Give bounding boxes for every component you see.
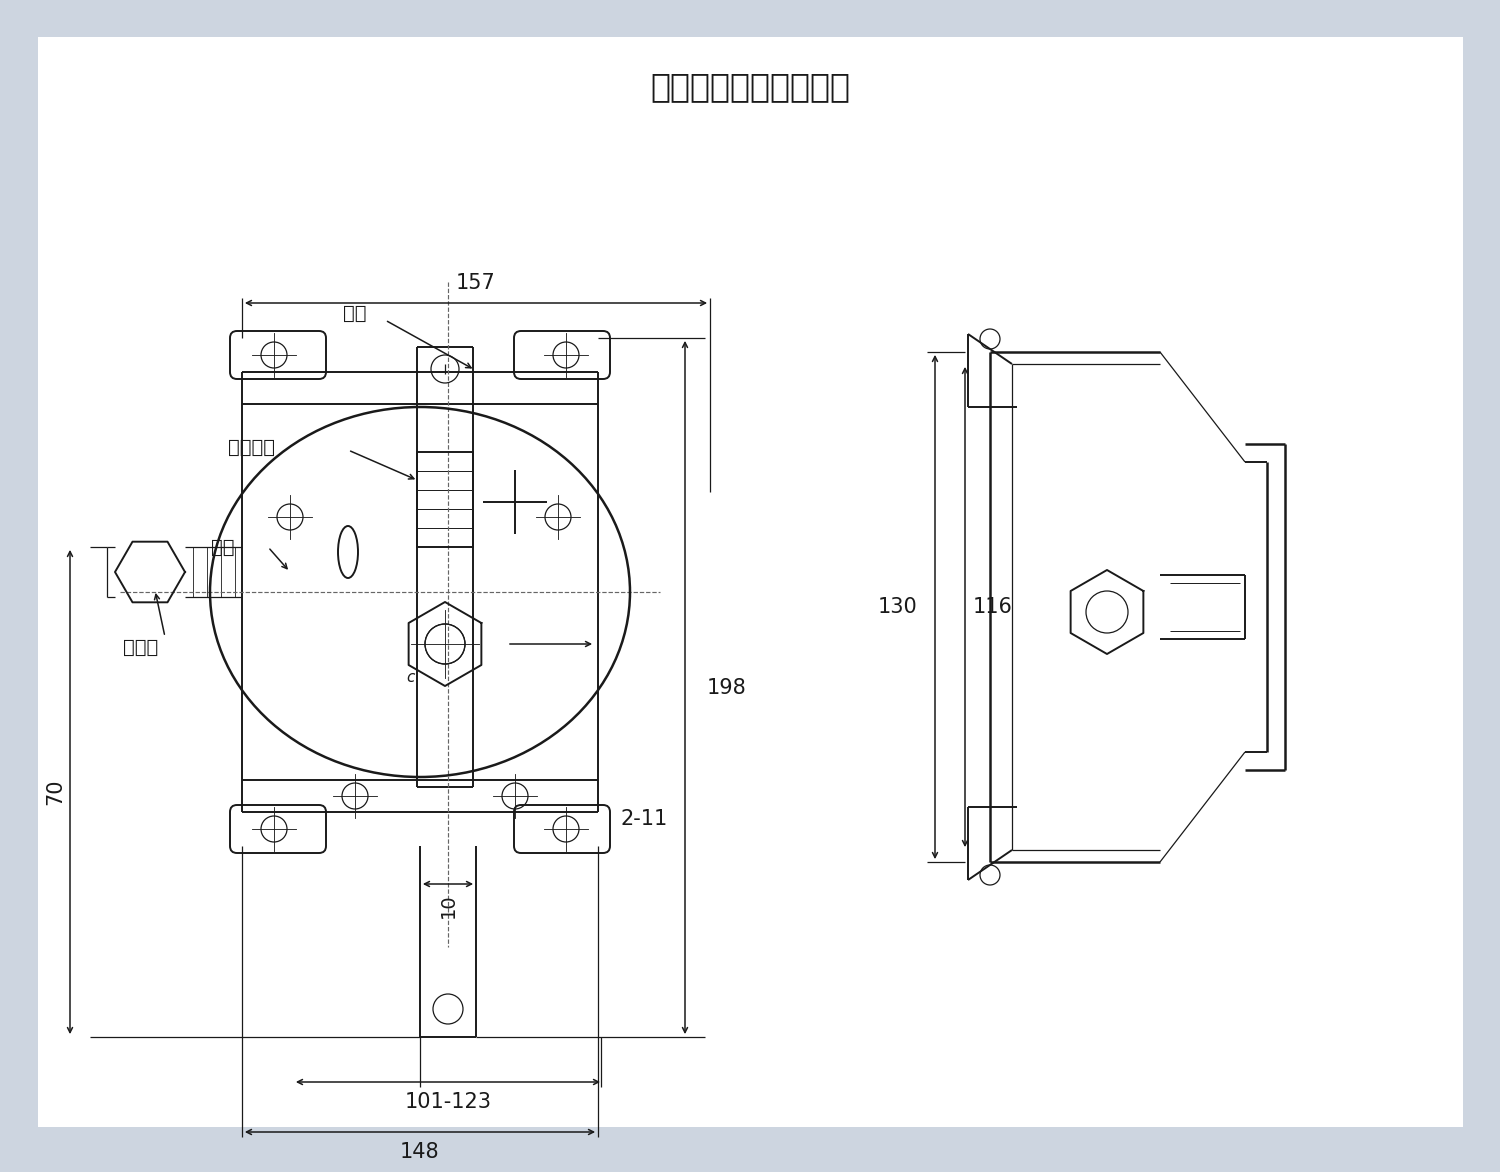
- Text: c: c: [406, 669, 414, 684]
- Bar: [417, 452, 472, 547]
- Text: 壳体: 壳体: [211, 538, 236, 557]
- Text: 双向拉绳开关尺寸信息: 双向拉绳开关尺寸信息: [650, 70, 850, 103]
- Text: 101-123: 101-123: [405, 1092, 492, 1112]
- Text: 148: 148: [400, 1142, 439, 1161]
- Text: 2-11: 2-11: [620, 809, 668, 829]
- Text: 复位按钮: 复位按钮: [228, 437, 274, 457]
- Text: 130: 130: [878, 597, 916, 616]
- Text: 10: 10: [438, 894, 458, 919]
- Text: 70: 70: [45, 778, 64, 805]
- Text: 摇臂: 摇臂: [344, 304, 366, 322]
- Text: 116: 116: [974, 597, 1012, 616]
- Text: 出线口: 出线口: [123, 638, 158, 656]
- Text: 157: 157: [456, 273, 497, 293]
- Text: 198: 198: [706, 677, 747, 697]
